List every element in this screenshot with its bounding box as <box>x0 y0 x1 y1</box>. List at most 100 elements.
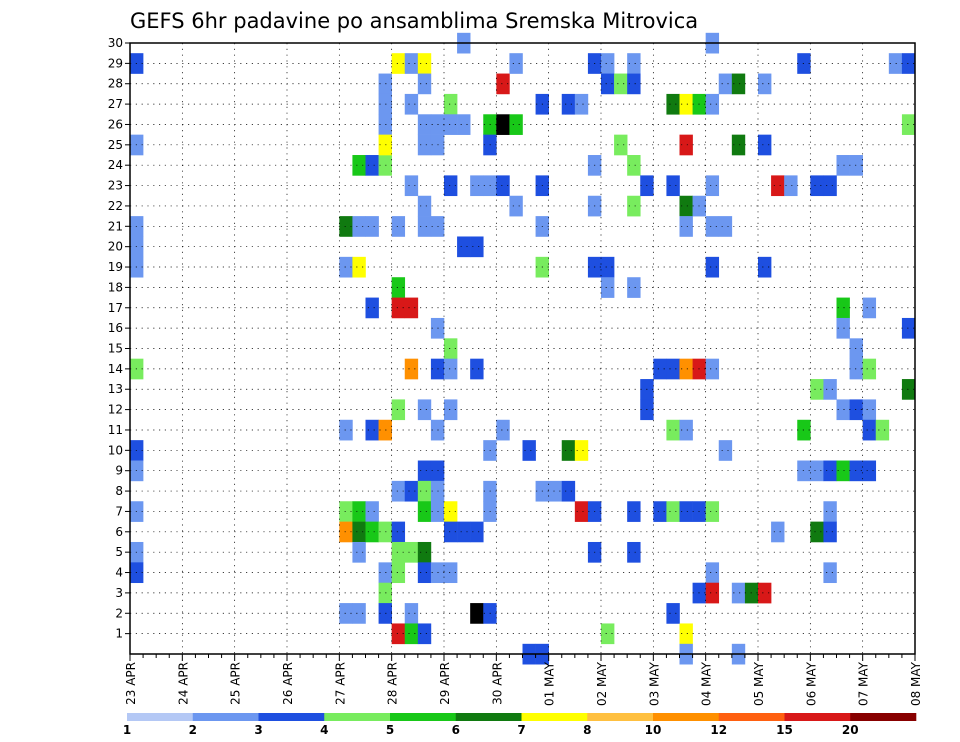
legend-swatch <box>521 713 588 721</box>
legend-label: 2 <box>189 723 197 737</box>
heatmap-cell <box>836 297 850 319</box>
heatmap-cell <box>391 216 406 237</box>
heatmap-cell <box>561 93 576 115</box>
x-tick-label: 07 MAY <box>857 661 871 706</box>
heatmap-cell <box>417 73 432 95</box>
heatmap-cell <box>823 501 837 522</box>
heatmap-cell <box>653 358 667 380</box>
heatmap-cell <box>627 195 641 217</box>
heatmap-cell <box>666 419 680 441</box>
y-tick-label: 27 <box>108 97 123 111</box>
heatmap-cell <box>718 73 733 95</box>
heatmap-cell <box>836 460 850 482</box>
heatmap-cell <box>836 155 850 176</box>
legend-swatch <box>455 713 522 721</box>
heatmap-cell <box>862 419 877 441</box>
y-tick-label: 3 <box>115 586 123 600</box>
heatmap-cell <box>758 582 772 604</box>
chart-title: GEFS 6hr padavine po ansamblima Sremska … <box>130 9 698 33</box>
heatmap-cell <box>339 501 353 522</box>
legend-swatch <box>587 713 654 721</box>
x-tick-label: 25 APR <box>229 662 243 705</box>
legend-label: 5 <box>386 723 394 737</box>
heatmap-cell <box>888 53 903 74</box>
heatmap-cell <box>810 379 824 400</box>
legend-swatch <box>127 713 194 721</box>
heatmap-cell <box>417 399 432 421</box>
heatmap-cell <box>771 521 785 543</box>
heatmap-cell <box>496 419 510 441</box>
legend-swatch <box>192 713 259 721</box>
heatmap-cell <box>901 53 916 74</box>
heatmap-cell <box>561 440 576 461</box>
heatmap-cell <box>601 53 615 74</box>
heatmap-cell <box>391 541 406 563</box>
y-tick-label: 5 <box>115 545 123 559</box>
heatmap-cell <box>365 297 379 319</box>
heatmap-cell <box>614 134 628 156</box>
heatmap-cell <box>705 216 720 237</box>
legend-label: 6 <box>452 723 460 737</box>
heatmap-cell <box>653 501 667 522</box>
heatmap-cell <box>666 175 680 197</box>
heatmap-cell <box>705 256 720 278</box>
heatmap-cell <box>444 399 458 421</box>
heatmap-cell <box>548 480 563 502</box>
x-tick-label: 24 APR <box>176 662 190 705</box>
heatmap-cell <box>509 114 523 135</box>
legend-label: 15 <box>776 723 793 737</box>
heatmap-cell <box>404 297 419 319</box>
heatmap-cell <box>391 277 406 298</box>
heatmap-cell <box>758 256 772 278</box>
heatmap-cell <box>574 440 589 461</box>
heatmap-cell <box>444 521 458 543</box>
heatmap-cell <box>679 623 693 645</box>
legend-label: 12 <box>710 723 727 737</box>
y-tick-label: 2 <box>115 606 123 620</box>
heatmap-cell <box>718 216 733 237</box>
heatmap-cell <box>470 358 484 380</box>
heatmap-cell <box>771 175 785 197</box>
x-tick-label: 27 APR <box>333 662 347 705</box>
heatmap-cell <box>417 480 432 502</box>
heatmap-cell <box>849 399 863 421</box>
heatmap-cell <box>444 562 458 584</box>
heatmap-cell <box>404 175 419 197</box>
heatmap-cell <box>862 460 877 482</box>
heatmap-cell <box>404 623 419 645</box>
y-tick-label: 1 <box>115 627 123 641</box>
heatmap-cell <box>731 134 746 156</box>
heatmap-cell <box>417 541 432 563</box>
y-tick-label: 30 <box>108 36 123 50</box>
heatmap-cell <box>823 460 837 482</box>
heatmap-cell <box>365 521 379 543</box>
x-tick-label: 03 MAY <box>647 661 661 706</box>
heatmap-cell <box>758 134 772 156</box>
y-tick-label: 11 <box>108 423 123 437</box>
y-tick-label: 28 <box>108 77 123 91</box>
heatmap-cell <box>352 541 366 563</box>
y-tick-label: 25 <box>108 138 123 152</box>
heatmap-cell <box>444 175 458 197</box>
heatmap-cell <box>365 501 379 522</box>
legend-swatch <box>718 713 785 721</box>
x-tick-label: 08 MAY <box>909 661 923 706</box>
x-tick-label: 02 MAY <box>595 661 609 706</box>
y-tick-label: 20 <box>108 240 123 254</box>
heatmap-cell <box>810 175 824 197</box>
heatmap-cell <box>417 216 432 237</box>
legend-swatch <box>390 713 457 721</box>
x-tick-label: 29 APR <box>438 662 452 705</box>
heatmap-cell <box>810 521 824 543</box>
legend-swatch <box>653 713 720 721</box>
legend-swatch <box>850 713 917 721</box>
legend-label: 4 <box>320 723 328 737</box>
heatmap-cell <box>470 236 484 258</box>
legend-swatch <box>258 713 325 721</box>
heatmap-cell <box>444 114 458 135</box>
heatmap-cell <box>470 521 484 543</box>
heatmap-cell <box>496 114 510 135</box>
heatmap-cell <box>457 521 471 543</box>
heatmap-cell <box>365 419 379 441</box>
heatmap-cell <box>404 480 419 502</box>
